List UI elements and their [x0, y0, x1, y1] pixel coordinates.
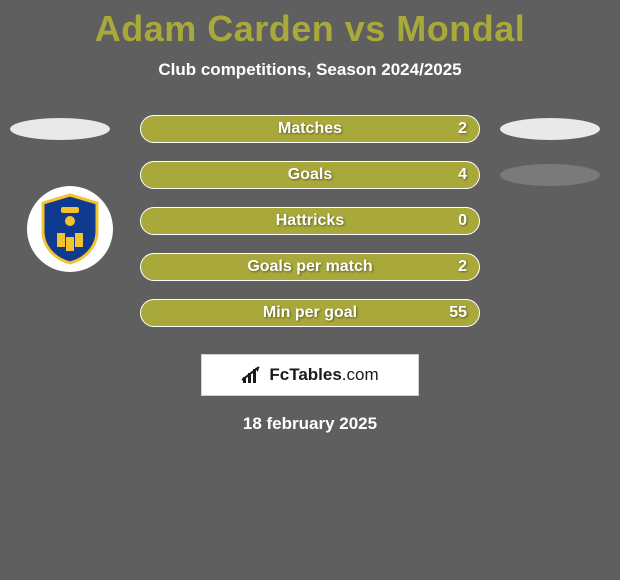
stat-label: Goals: [141, 166, 479, 184]
page-title: Adam Carden vs Mondal: [0, 8, 620, 50]
brand-name: FcTables: [269, 365, 341, 384]
bars-icon: [241, 365, 263, 385]
team-crest: [27, 186, 113, 272]
brand-text: FcTables.com: [269, 365, 378, 385]
brand-box[interactable]: FcTables.com: [201, 354, 419, 396]
stat-value: 2: [458, 120, 467, 138]
stat-bar: Hattricks0: [140, 207, 480, 235]
stat-value: 4: [458, 166, 467, 184]
stat-value: 2: [458, 258, 467, 276]
stat-bar: Goals4: [140, 161, 480, 189]
stat-row: Goals4: [0, 152, 620, 198]
date-label: 18 february 2025: [0, 414, 620, 434]
stat-value: 0: [458, 212, 467, 230]
right-ellipse: [500, 164, 600, 186]
stat-label: Goals per match: [141, 258, 479, 276]
stat-bar: Matches2: [140, 115, 480, 143]
brand-suffix: .com: [342, 365, 379, 384]
stat-bar: Min per goal55: [140, 299, 480, 327]
subtitle: Club competitions, Season 2024/2025: [0, 60, 620, 80]
right-ellipse: [500, 118, 600, 140]
stat-row: Min per goal55: [0, 290, 620, 336]
stat-bar: Goals per match2: [140, 253, 480, 281]
stat-label: Min per goal: [141, 304, 479, 322]
crest-shield-icon: [39, 193, 101, 265]
stat-label: Matches: [141, 120, 479, 138]
stat-label: Hattricks: [141, 212, 479, 230]
stat-row: Matches2: [0, 106, 620, 152]
left-ellipse: [10, 118, 110, 140]
stat-value: 55: [449, 304, 467, 322]
